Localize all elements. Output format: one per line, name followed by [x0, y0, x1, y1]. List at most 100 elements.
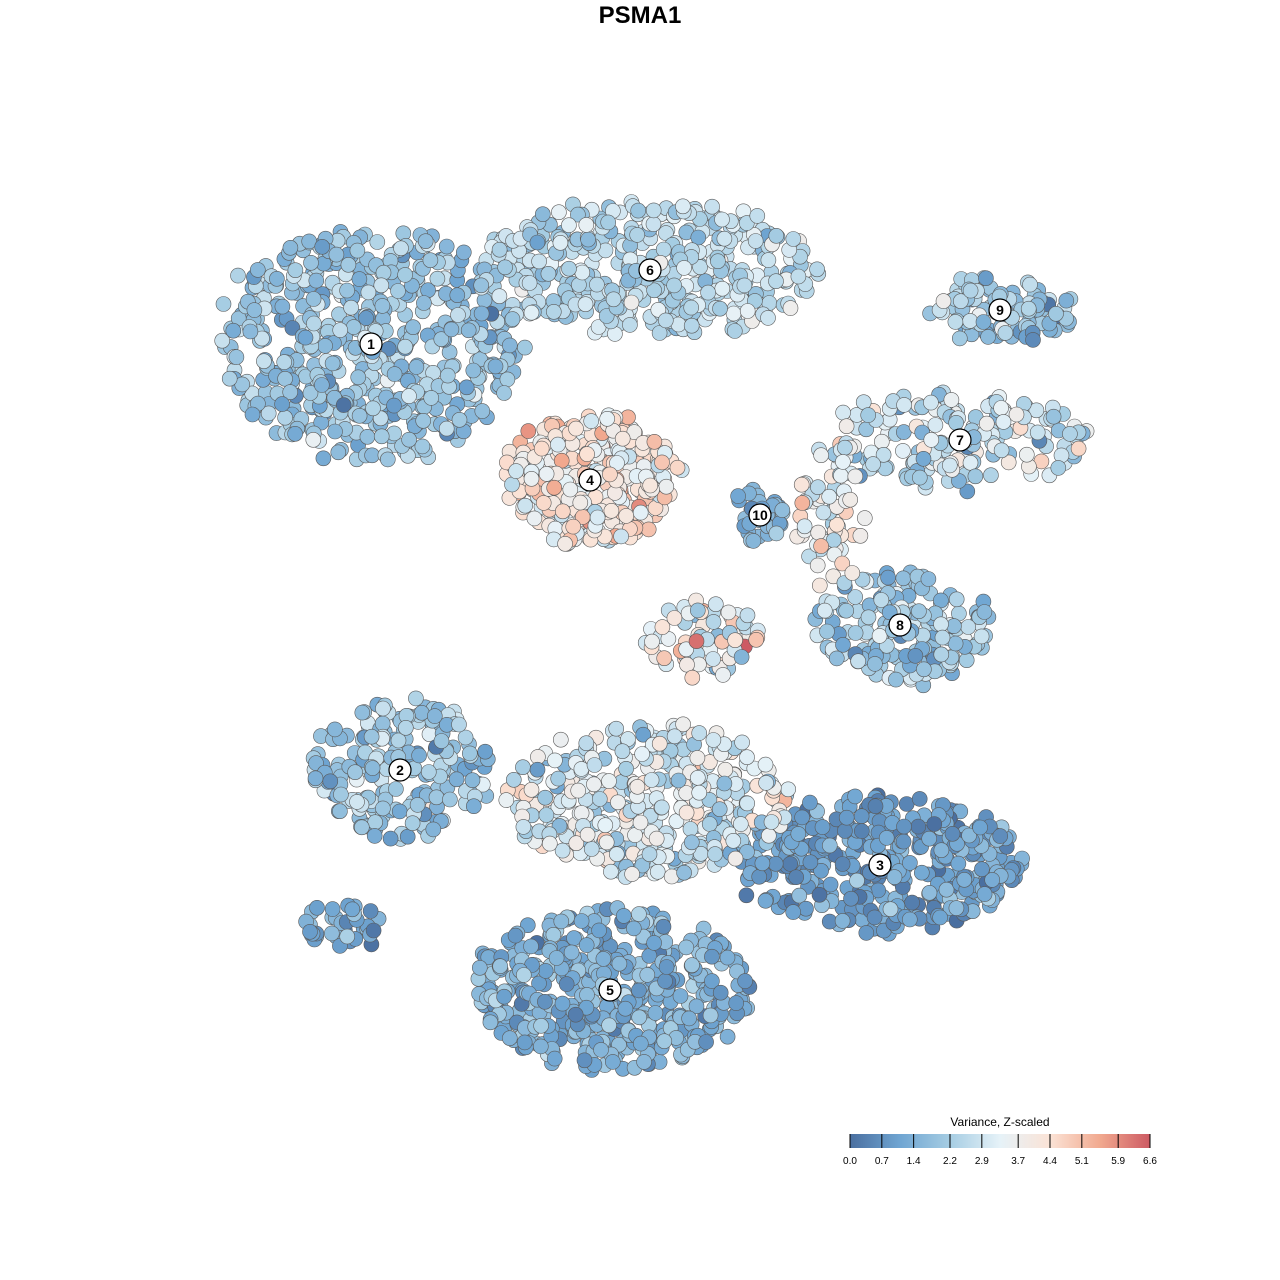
- data-point: [535, 495, 552, 511]
- data-point: [609, 455, 625, 471]
- data-point: [843, 890, 859, 907]
- data-point: [504, 476, 520, 493]
- data-point: [531, 975, 547, 992]
- data-point: [604, 1054, 621, 1070]
- data-point: [754, 855, 771, 872]
- data-point: [993, 442, 1010, 459]
- legend-title: Variance, Z-scaled: [950, 1115, 1050, 1129]
- data-point: [505, 771, 522, 788]
- data-point: [847, 788, 863, 805]
- data-point: [631, 1009, 648, 1026]
- data-point: [669, 459, 686, 476]
- data-point: [358, 310, 374, 326]
- data-point: [911, 791, 928, 807]
- data-point: [246, 302, 263, 318]
- data-point: [416, 295, 432, 311]
- data-point: [835, 636, 851, 653]
- data-point: [733, 649, 750, 665]
- data-point: [473, 305, 490, 322]
- data-point: [330, 444, 347, 461]
- data-point: [228, 349, 245, 365]
- cluster-label-1: 1: [359, 332, 383, 356]
- data-point: [657, 312, 674, 329]
- data-point: [404, 815, 421, 832]
- data-point: [943, 392, 960, 408]
- data-point: [635, 726, 652, 743]
- data-point: [501, 337, 518, 354]
- data-point: [340, 256, 357, 273]
- data-point: [837, 439, 853, 456]
- data-point: [409, 797, 426, 813]
- data-point: [335, 397, 352, 413]
- data-point: [565, 518, 582, 535]
- data-point: [327, 423, 343, 440]
- data-point: [1008, 406, 1025, 423]
- data-point: [277, 409, 293, 426]
- data-point: [710, 253, 726, 270]
- data-point: [984, 872, 1001, 888]
- data-point: [813, 862, 829, 879]
- legend-colorbar: 0.0 0.7 1.4 2.2 2.9 3.7 4.4 5.1 5.9 6.6: [843, 1134, 1157, 1167]
- data-point: [249, 262, 266, 278]
- data-point: [517, 339, 533, 356]
- data-point: [933, 842, 950, 859]
- data-point: [615, 908, 632, 924]
- data-point: [269, 270, 285, 287]
- data-point: [902, 855, 918, 871]
- data-point: [391, 803, 408, 820]
- data-point: [386, 366, 403, 382]
- data-point: [684, 669, 701, 686]
- data-point: [515, 759, 531, 776]
- data-point: [605, 291, 622, 308]
- data-point: [591, 791, 608, 807]
- data-point: [867, 656, 883, 672]
- data-point: [932, 909, 948, 926]
- data-point: [847, 468, 864, 485]
- data-point: [438, 238, 455, 255]
- legend-tick-label: 2.2: [943, 1156, 957, 1167]
- data-point: [758, 775, 774, 791]
- data-point: [586, 757, 603, 773]
- data-point: [1019, 446, 1035, 463]
- data-point: [910, 818, 927, 835]
- data-point: [810, 479, 826, 496]
- cluster-label-text: 3: [876, 857, 884, 873]
- data-point: [601, 1017, 617, 1034]
- data-point: [496, 988, 512, 1005]
- data-point: [640, 521, 657, 538]
- data-point: [961, 827, 977, 844]
- data-point: [417, 233, 434, 249]
- data-point: [364, 447, 380, 464]
- data-point: [242, 323, 259, 340]
- data-point: [492, 958, 509, 975]
- data-point: [397, 338, 414, 355]
- data-point: [895, 570, 912, 587]
- data-point: [948, 414, 964, 431]
- data-point: [941, 457, 958, 474]
- data-point: [362, 903, 379, 919]
- data-point: [537, 993, 553, 1010]
- data-point: [944, 825, 961, 842]
- data-point: [734, 734, 750, 751]
- cluster-label-badge: [988, 298, 1012, 322]
- data-point: [521, 275, 538, 291]
- data-point: [593, 1042, 609, 1058]
- data-point: [617, 1000, 634, 1017]
- data-point: [339, 282, 355, 299]
- data-point: [308, 272, 325, 289]
- data-point: [375, 700, 391, 717]
- legend-tick-label: 2.9: [975, 1156, 989, 1167]
- data-point: [681, 1010, 697, 1027]
- data-point: [705, 651, 721, 667]
- data-point: [814, 819, 831, 835]
- data-point: [911, 469, 928, 486]
- data-point: [791, 887, 808, 904]
- data-point: [608, 846, 625, 863]
- data-point: [578, 735, 595, 752]
- cluster-label-3: 3: [868, 853, 892, 877]
- data-point: [760, 252, 777, 268]
- data-point: [757, 756, 774, 773]
- data-point: [461, 745, 478, 762]
- data-point: [297, 329, 314, 346]
- data-point: [647, 1005, 664, 1021]
